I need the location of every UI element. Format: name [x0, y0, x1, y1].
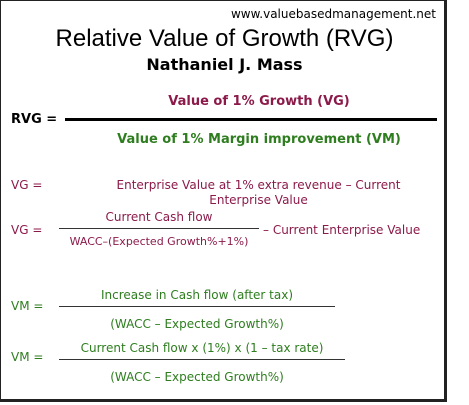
vg2-suffix: – Current Enterprise Value: [263, 223, 421, 237]
vg2-numerator: Current Cash flow: [105, 210, 213, 224]
vm1-numerator: Increase in Cash flow (after tax): [100, 288, 293, 302]
vg1-label: VG =: [11, 178, 43, 192]
author-name: Nathaniel J. Mass: [146, 55, 303, 74]
vm1-label: VM =: [11, 299, 44, 313]
rvg-fraction-bar: [65, 118, 437, 121]
source-url: www.valuebasedmanagement.net: [230, 7, 436, 21]
rvg-label: RVG =: [11, 112, 58, 127]
vg1-line1: Enterprise Value at 1% extra revenue – C…: [116, 178, 401, 192]
vg2-fraction-bar: [59, 228, 259, 229]
vg2-denominator: WACC–(Expected Growth%+1%): [69, 235, 249, 248]
vm2-numerator: Current Cash flow x (1%) x (1 – tax rate…: [80, 341, 324, 355]
rvg-denominator: Value of 1% Margin improvement (VM): [117, 132, 401, 147]
vm2-denominator: (WACC – Expected Growth%): [110, 370, 284, 384]
vm1-fraction-bar: [59, 306, 335, 307]
page-title: Relative Value of Growth (RVG): [55, 25, 394, 52]
vg2-label: VG =: [11, 223, 43, 237]
vm2-label: VM =: [11, 350, 44, 364]
vg1-line2: Enterprise Value: [209, 193, 308, 207]
rvg-numerator: Value of 1% Growth (VG): [168, 94, 350, 109]
vm2-fraction-bar: [59, 359, 345, 360]
vm1-denominator: (WACC – Expected Growth%): [110, 317, 284, 331]
formula-card: www.valuebasedmanagement.net Relative Va…: [0, 0, 447, 402]
